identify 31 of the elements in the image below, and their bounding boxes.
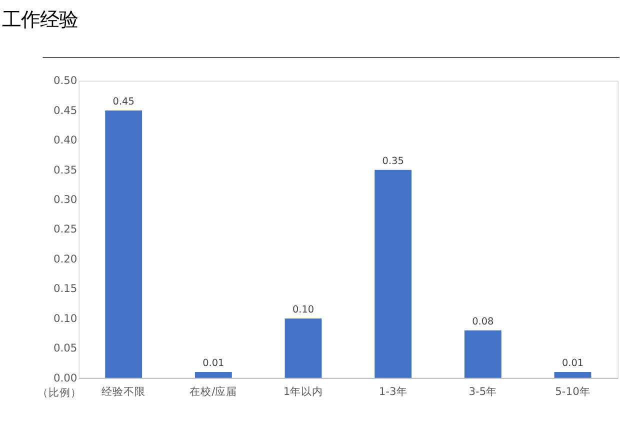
data-label: 0.45	[112, 96, 134, 108]
x-tick-label: 3-5年	[468, 384, 498, 398]
x-tick-label: 在校/应届	[190, 384, 238, 398]
x-tick-label: 经验不限	[102, 384, 146, 398]
chart-title: 工作经验	[2, 8, 78, 31]
bar	[105, 110, 142, 378]
x-tick-label: 1-3年	[378, 384, 408, 398]
bar	[374, 170, 412, 378]
y-tick-label: 0.40	[53, 134, 78, 147]
y-tick-label: 0.15	[53, 282, 78, 296]
data-label: 0.01	[562, 358, 584, 370]
data-label: 0.01	[202, 358, 224, 370]
y-tick-label: 0.00	[53, 371, 78, 384]
y-tick-label: 0.50	[53, 74, 78, 88]
bar	[464, 330, 502, 378]
data-label: 0.35	[382, 156, 404, 168]
x-tick-label: 5-10年	[555, 384, 590, 398]
y-tick-label: 0.30	[53, 193, 78, 206]
bar	[194, 372, 232, 378]
bar	[554, 372, 592, 378]
data-label: 0.08	[472, 316, 494, 328]
y-tick-label: 0.10	[53, 312, 78, 325]
y-tick-label: 0.35	[53, 163, 78, 176]
bar	[284, 318, 322, 378]
y-tick-label: 0.25	[53, 222, 78, 236]
y-tick-label: 0.05	[53, 342, 78, 355]
y-tick-label: 0.20	[53, 252, 78, 266]
y-axis-title: （比例）	[38, 386, 82, 399]
x-tick-label: 1年以内	[283, 384, 324, 398]
y-tick-label: 0.45	[53, 104, 78, 117]
data-label: 0.10	[292, 304, 314, 316]
